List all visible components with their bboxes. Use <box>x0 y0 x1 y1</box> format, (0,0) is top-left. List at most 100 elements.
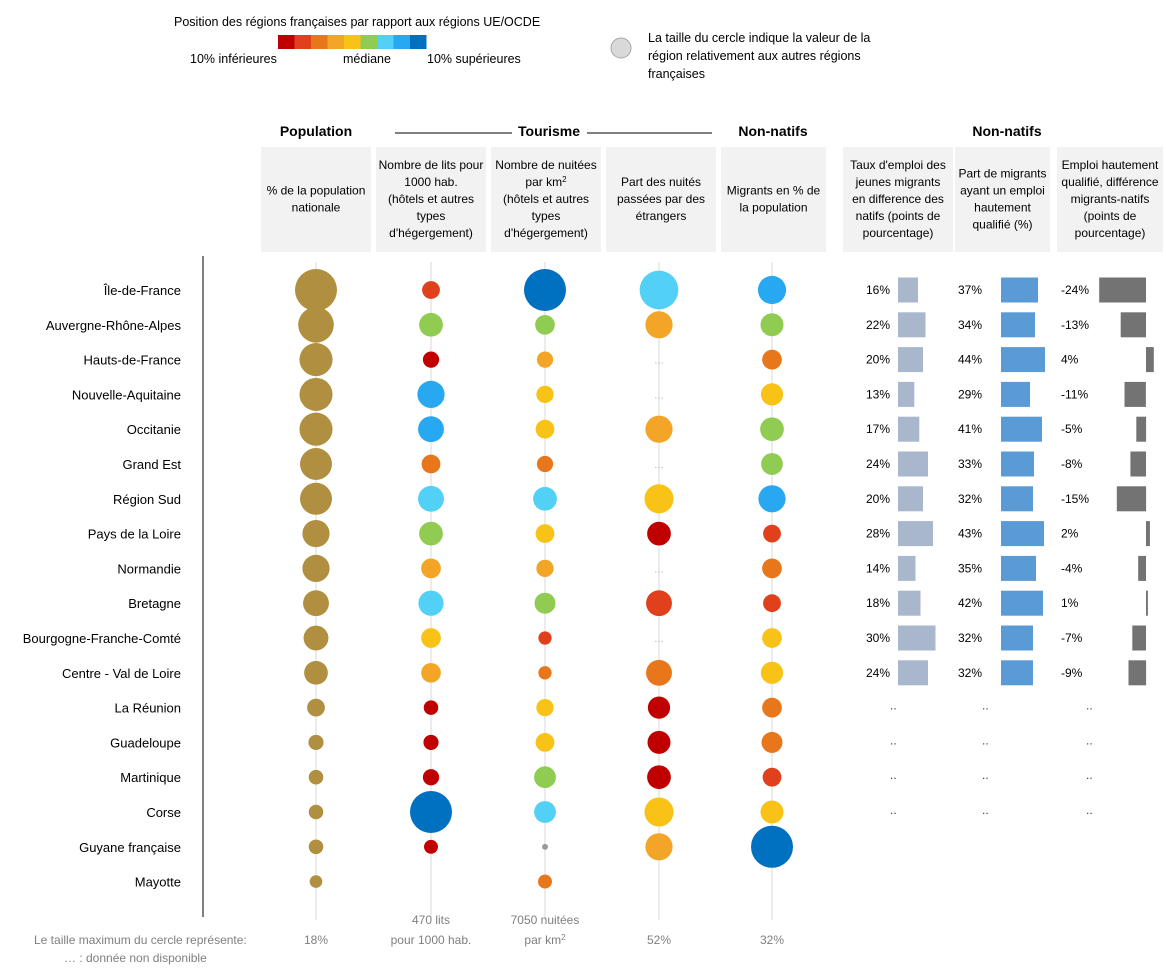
color-scale-swatch <box>344 35 361 49</box>
column-header-line: (hôtels et autres <box>503 192 589 206</box>
group-non-natifs-2: Non-natifs <box>972 123 1041 139</box>
column-header-line: passées par des <box>617 192 705 206</box>
bar-value-label: 2% <box>1061 527 1079 541</box>
data-circle <box>308 804 324 820</box>
column-header-line: pourcentage) <box>863 226 934 240</box>
bar-value-label: 28% <box>866 527 890 541</box>
column-header-line: ayant un emploi <box>960 184 1045 198</box>
column-header-line: pourcentage) <box>1075 226 1146 240</box>
column-header-line: hautement <box>974 201 1031 215</box>
group-population: Population <box>280 123 352 139</box>
data-circle <box>644 797 674 827</box>
color-scale-swatch <box>294 35 311 49</box>
data-circle <box>762 767 782 787</box>
bar-mark <box>898 486 923 512</box>
bar-value-label: 24% <box>866 666 890 680</box>
column-header-line: % de la population <box>267 184 366 198</box>
bar-mark <box>1001 486 1033 512</box>
column-header-line: types <box>417 209 446 223</box>
not-available-marker: .. <box>890 733 897 747</box>
data-circle <box>538 631 552 645</box>
bar-mark <box>1001 277 1038 303</box>
color-scale-swatch <box>410 35 427 49</box>
data-circle <box>533 486 557 511</box>
column-header-line: Part des nuités <box>621 175 701 189</box>
bar-value-label: -11% <box>1061 387 1088 401</box>
data-circle <box>298 306 334 343</box>
bar-value-label: 17% <box>866 422 890 436</box>
footer: Le taille maximum du cercle représente: … <box>34 913 784 965</box>
bar-mark <box>898 590 921 616</box>
column-header-line: étrangers <box>636 209 687 223</box>
data-circle <box>299 343 333 377</box>
region-label: La Réunion <box>115 701 182 716</box>
bar-mark <box>1001 625 1033 651</box>
column-header-line: migrants-natifs <box>1071 192 1150 206</box>
region-label: Grand Est <box>122 457 181 472</box>
data-circle <box>536 351 554 368</box>
data-circle <box>422 769 440 786</box>
color-scale-swatch <box>311 35 328 49</box>
region-label: Martinique <box>120 770 181 785</box>
bar-value-label: 18% <box>866 596 890 610</box>
bar-mark <box>1146 590 1148 616</box>
column-header-line: Emploi hautement <box>1062 158 1159 172</box>
data-circle <box>308 769 324 785</box>
column-header-line: jeunes migrants <box>855 175 941 189</box>
data-circle <box>535 314 555 335</box>
bar-mark <box>1001 347 1045 373</box>
data-circle <box>763 594 781 613</box>
bar-value-label: 32% <box>958 666 982 680</box>
region-label: Normandie <box>117 561 181 576</box>
data-circle <box>760 417 784 442</box>
bar-value-label: 4% <box>1061 353 1079 367</box>
data-circle <box>647 730 671 754</box>
not-available-marker: .. <box>1086 699 1093 713</box>
data-circle <box>308 734 324 750</box>
region-label: Pays de la Loire <box>88 527 181 542</box>
column-header-line: qualifié, différence <box>1061 175 1159 189</box>
bar-value-label: 13% <box>866 387 890 401</box>
region-label: Bourgogne-Franche-Comté <box>23 631 181 646</box>
color-scale-high-label: 10% supérieures <box>427 52 521 66</box>
bar-value-label: -8% <box>1061 457 1083 471</box>
data-circle <box>422 351 440 368</box>
size-legend-circle <box>610 37 632 59</box>
bar-value-label: -24% <box>1061 283 1089 297</box>
footer-max-value: 32% <box>760 933 784 947</box>
bar-mark <box>1132 625 1146 651</box>
bar-mark <box>1001 660 1033 686</box>
data-circle <box>646 590 672 617</box>
not-available-marker: .. <box>890 803 897 817</box>
bar-value-label: 41% <box>958 422 982 436</box>
bar-mark <box>1001 312 1035 338</box>
data-circle <box>304 660 328 685</box>
footer-na-note: … : donnée non disponible <box>64 951 207 965</box>
bar-mark <box>898 451 928 477</box>
bar-value-label: 44% <box>958 353 982 367</box>
bar-value-label: 43% <box>958 527 982 541</box>
data-circle <box>423 734 439 750</box>
data-circle <box>422 281 440 299</box>
data-circle <box>300 482 332 515</box>
footer-max-value: 7050 nuitées <box>511 913 580 927</box>
footer-max-note: Le taille maximum du cercle représente: <box>34 933 247 947</box>
data-circle <box>536 455 554 473</box>
column-header-line: types <box>532 209 561 223</box>
data-circle <box>418 416 444 443</box>
region-rows: Île-de-France Auvergne-Rhône-Alpes Hauts-d… <box>23 283 182 890</box>
bar-value-label: 29% <box>958 387 982 401</box>
bar-mark <box>1146 347 1154 373</box>
not-available-marker: … <box>654 356 664 367</box>
bar-mark <box>1001 381 1030 407</box>
bar-value-label: -13% <box>1061 318 1089 332</box>
bar-mark <box>1099 277 1146 303</box>
data-circle <box>303 625 329 651</box>
group-headers: Population Tourisme Non-natifs Non-natif… <box>280 123 1042 139</box>
bar-mark <box>1138 555 1146 581</box>
bar-value-label: -9% <box>1061 666 1083 680</box>
group-tourisme: Tourisme <box>518 123 580 139</box>
data-circle <box>302 554 330 583</box>
data-circle <box>647 521 671 546</box>
